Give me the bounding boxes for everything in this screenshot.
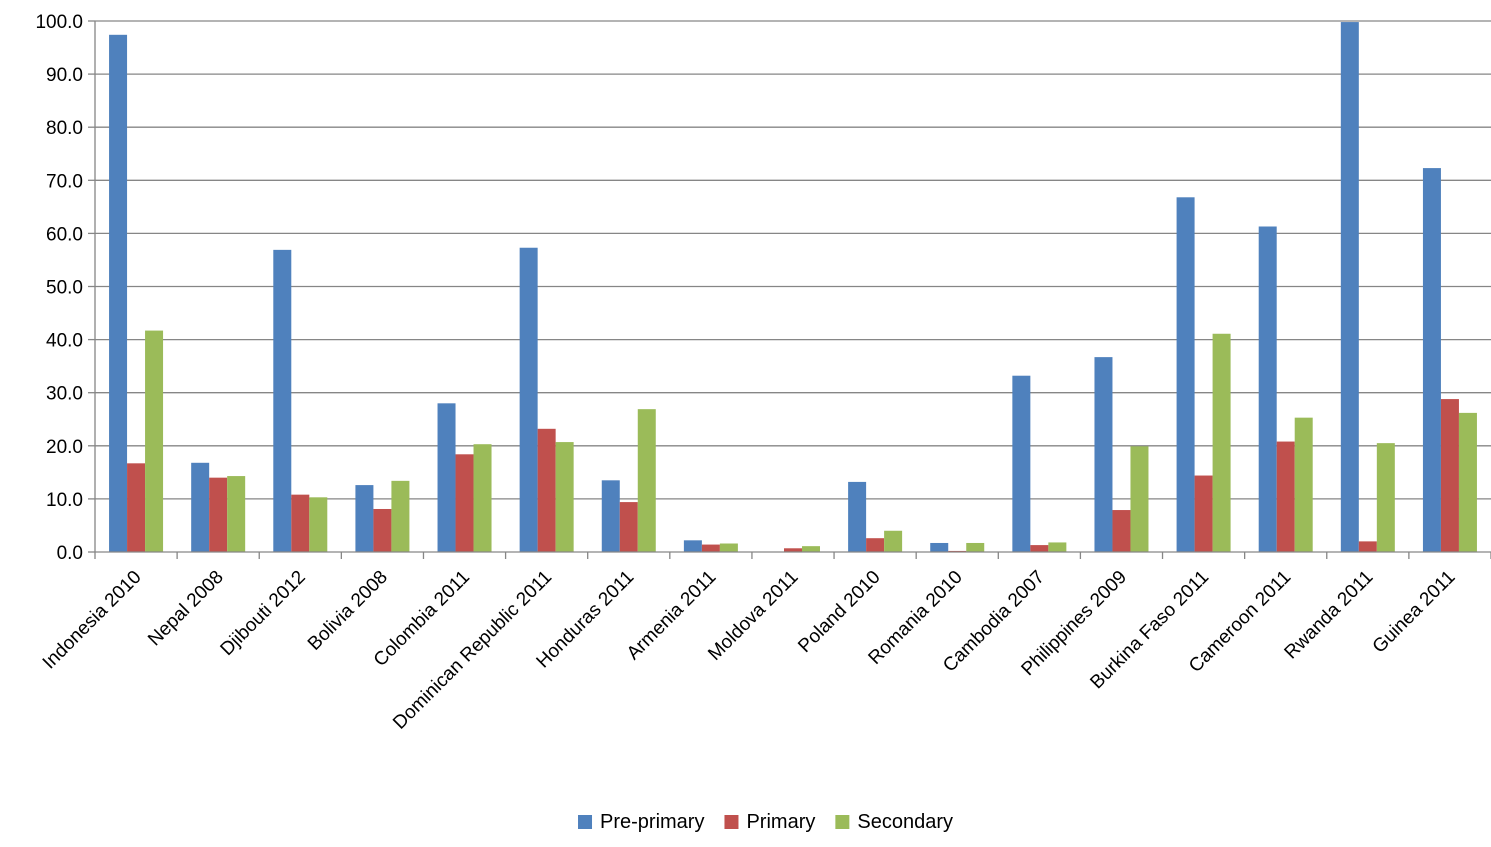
bar-secondary xyxy=(719,543,738,552)
bar-secondary xyxy=(966,542,985,552)
x-tick-label: Guinea 2011 xyxy=(1369,567,1460,658)
bar-primary xyxy=(1276,441,1295,552)
bar-pre-primary xyxy=(683,540,702,552)
x-tick-label: Indonesia 2010 xyxy=(39,567,146,674)
bar-pre-primary xyxy=(1012,375,1031,552)
bar-primary xyxy=(784,548,802,552)
bar-pre-primary xyxy=(1094,357,1113,552)
bar-secondary xyxy=(884,530,903,552)
y-tick-label: 40.0 xyxy=(46,331,83,352)
bar-pre-primary xyxy=(1176,197,1195,553)
bar-primary xyxy=(1440,399,1459,552)
bar-secondary xyxy=(145,330,164,552)
x-tick-label: Rwanda 2011 xyxy=(1281,567,1378,664)
bar-secondary xyxy=(227,476,246,552)
bar-primary xyxy=(1112,510,1131,552)
bar-pre-primary xyxy=(109,34,128,552)
bar-secondary xyxy=(1376,443,1395,552)
bar-secondary xyxy=(473,444,492,552)
bar-secondary xyxy=(555,442,574,552)
y-tick-label: 70.0 xyxy=(46,171,83,192)
y-tick-label: 90.0 xyxy=(46,65,83,86)
bar-secondary xyxy=(1294,417,1313,552)
bar-secondary xyxy=(802,546,820,552)
axes xyxy=(94,21,1491,559)
bar-pre-primary xyxy=(601,480,620,552)
bar-primary xyxy=(291,494,310,552)
bar-secondary xyxy=(309,497,328,552)
bar-primary xyxy=(701,544,720,552)
y-tick-label: 100.0 xyxy=(35,12,83,33)
x-tick-label: Djibouti 2012 xyxy=(217,567,310,660)
bar-primary xyxy=(866,538,885,552)
bar-pre-primary xyxy=(930,542,949,552)
bar-primary xyxy=(127,463,146,552)
bar-primary xyxy=(455,454,474,552)
y-tick-label: 50.0 xyxy=(46,278,83,299)
bar-primary xyxy=(209,477,228,552)
bar-pre-primary xyxy=(519,247,538,552)
legend-label: Secondary xyxy=(857,811,953,833)
legend-label: Primary xyxy=(746,811,815,833)
x-tick-label: Nepal 2008 xyxy=(144,567,228,651)
bar-primary xyxy=(537,428,556,552)
legend-swatch xyxy=(835,815,850,829)
legend-label: Pre-primary xyxy=(600,811,704,833)
bar-pre-primary xyxy=(273,249,292,552)
bar-pre-primary xyxy=(191,462,210,552)
legend: Pre-primary Primary Secondary xyxy=(578,811,953,833)
bar-pre-primary xyxy=(437,403,456,552)
bar-secondary xyxy=(1212,333,1231,552)
bar-secondary xyxy=(1048,542,1067,552)
bar-primary xyxy=(619,502,638,552)
y-tick-label: 0.0 xyxy=(57,543,83,564)
bar-primary xyxy=(1030,545,1049,552)
y-tick-label: 60.0 xyxy=(46,224,83,245)
bar-pre-primary xyxy=(848,481,867,552)
y-tick-label: 80.0 xyxy=(46,118,83,139)
gridlines xyxy=(95,20,1491,500)
bar-secondary xyxy=(391,480,410,552)
bar-primary xyxy=(373,508,392,552)
x-tick-label: Dominican Republic 2011 xyxy=(389,567,556,734)
bar-primary xyxy=(1358,541,1377,552)
y-tick-label: 20.0 xyxy=(46,437,83,458)
bar-secondary xyxy=(637,409,656,552)
y-axis-ticks: 0.0 10.0 20.0 30.0 40.0 50.0 60.0 70.0 80.0 90.0 1… xyxy=(35,12,95,564)
y-tick-label: 30.0 xyxy=(46,384,83,405)
bar-pre-primary xyxy=(1422,168,1441,552)
bar-pre-primary xyxy=(355,485,374,552)
y-tick-label: 10.0 xyxy=(46,490,83,511)
x-tick-label: Poland 2010 xyxy=(794,567,884,657)
legend-swatch xyxy=(724,815,739,829)
bar-primary xyxy=(1194,475,1213,552)
bars xyxy=(109,22,1477,553)
bar-pre-primary xyxy=(1340,22,1359,552)
bar-secondary xyxy=(1130,446,1149,552)
bar-secondary xyxy=(1458,412,1477,552)
legend-swatch xyxy=(578,815,593,829)
x-tick-label: Bolivia 2008 xyxy=(304,567,392,655)
bar-pre-primary xyxy=(1258,226,1277,552)
